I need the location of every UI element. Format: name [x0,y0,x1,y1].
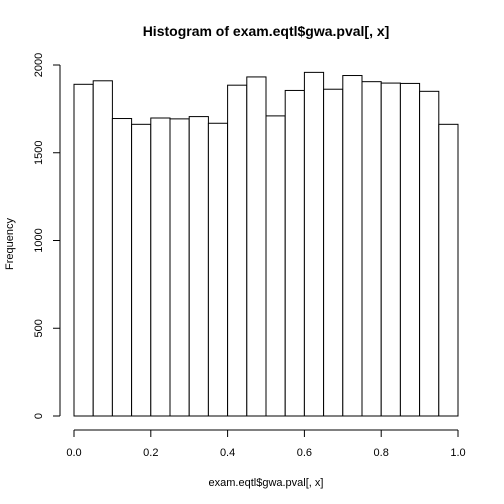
x-axis: 0.0 0.2 0.4 0.6 0.8 1.0 [66,429,466,459]
histogram-bar [419,90,440,417]
histogram-bar [303,71,325,417]
histogram-bar [361,81,382,417]
chart-title: Histogram of exam.eqtl$gwa.pval[, x] [143,23,390,39]
y-axis-label: Frequency [4,218,16,270]
bars-group [73,71,459,417]
histogram-bar [73,83,94,417]
histogram-bar [188,116,209,417]
histogram-bar [207,122,229,417]
x-tick-label: 0.8 [374,447,389,459]
x-tick-label: 0.2 [143,447,158,459]
histogram-bar [150,117,171,417]
y-tick-label: 1000 [33,228,45,252]
x-tick-label: 1.0 [450,447,465,459]
histogram-bar [169,118,190,417]
histogram-bar [92,80,113,417]
y-tick-label: 1500 [33,141,45,165]
y-tick-label: 500 [33,319,45,337]
histogram-bar [246,76,267,417]
y-tick-label: 0 [33,413,45,419]
histogram-bar [399,82,421,417]
y-tick-label: 2000 [33,53,45,77]
histogram-bar [265,115,286,417]
x-tick-label: 0.6 [297,447,312,459]
x-tick-label: 0.4 [220,447,235,459]
histogram-bar [438,123,459,417]
histogram-bar [323,88,344,417]
histogram-bar [380,82,401,417]
y-axis: 0 500 1000 1500 2000 [33,53,61,419]
histogram-bar [227,84,248,417]
histogram-bar [131,123,152,417]
histogram-bar [284,89,305,417]
x-axis-label: exam.eqtl$gwa.pval[, x] [209,477,324,489]
histogram-bar [111,118,133,417]
x-tick-label: 0.0 [66,447,81,459]
histogram-bar [342,75,363,417]
